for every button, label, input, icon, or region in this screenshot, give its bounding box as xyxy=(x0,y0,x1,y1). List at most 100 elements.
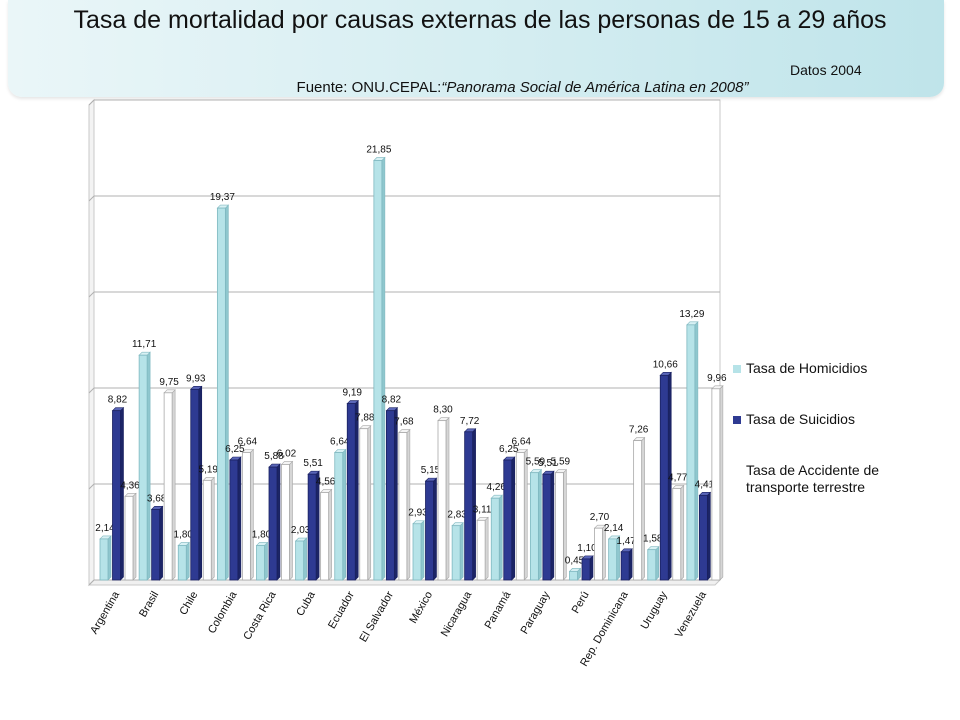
bar-suicidios xyxy=(268,466,278,581)
gridline-side xyxy=(88,483,95,490)
bar-accidentes xyxy=(320,492,330,581)
bar-homicidios xyxy=(373,160,383,581)
legend-label-accidentes: Tasa de Accidente de transporte terrestr… xyxy=(746,462,880,495)
x-tick-label: Perú xyxy=(570,590,592,616)
bar-homicidios xyxy=(138,354,148,581)
data-label-suicidios: 5,15 xyxy=(421,465,441,476)
bar-side-accidentes xyxy=(719,385,724,581)
x-tick-label: Brasil xyxy=(137,590,161,620)
legend-item-suicidios: Tasa de Suicidios xyxy=(732,411,916,428)
data-label-homicidios: 21,85 xyxy=(366,144,391,155)
bar-accidentes xyxy=(672,488,682,581)
legend-item-homicidios: Tasa de Homicidios xyxy=(732,360,916,377)
data-label-suicidios: 7,72 xyxy=(460,416,480,427)
data-label-suicidios: 9,93 xyxy=(186,373,206,384)
data-label-suicidios: 9,19 xyxy=(343,388,363,399)
data-label-suicidios: 6,25 xyxy=(225,444,245,455)
x-tick-label: El Salvador xyxy=(358,589,397,644)
bar-side-accidentes xyxy=(406,428,411,581)
bar-suicidios xyxy=(659,374,669,581)
bar-side-accidentes xyxy=(210,476,215,581)
bar-side-suicidios xyxy=(159,505,163,581)
bar-accidentes xyxy=(633,440,643,581)
legend: Tasa de Homicidios Tasa de Suicidios Tas… xyxy=(732,360,916,530)
x-tick-label: Colombia xyxy=(206,589,240,636)
bar-side-accidentes xyxy=(171,389,176,581)
bar-side-suicidios xyxy=(628,548,633,581)
x-tick-label: Argentina xyxy=(88,589,122,637)
data-year-label: Datos 2004 xyxy=(790,62,862,78)
data-label-accidentes: 7,88 xyxy=(355,413,375,424)
bar-side-homicidios xyxy=(538,468,542,581)
data-label-suicidios: 10,66 xyxy=(653,359,678,370)
data-label-accidentes: 6,64 xyxy=(238,437,258,448)
bar-side-suicidios xyxy=(198,385,203,581)
bar-homicidios xyxy=(295,540,305,581)
bar-side-homicidios xyxy=(185,541,190,581)
gridline-side xyxy=(88,387,95,394)
legend-label-suicidios: Tasa de Suicidios xyxy=(746,411,855,427)
gridline-side xyxy=(88,291,95,298)
bar-side-suicidios xyxy=(237,456,242,581)
data-label-homicidios: 13,29 xyxy=(679,309,704,320)
bar-side-homicidios xyxy=(655,545,660,581)
data-label-homicidios: 6,64 xyxy=(330,437,350,448)
bar-side-suicidios xyxy=(589,555,594,581)
bar-side-homicidios xyxy=(146,351,151,581)
data-label-homicidios: 0,45 xyxy=(565,555,585,566)
bar-homicidios xyxy=(569,570,578,581)
bar-side-suicidios xyxy=(511,456,516,581)
data-label-suicidios: 8,82 xyxy=(108,395,128,406)
bar-side-suicidios xyxy=(276,463,281,581)
data-label-suicidios: 4,41 xyxy=(695,479,715,490)
bar-side-suicidios xyxy=(354,399,359,581)
bar-homicidios xyxy=(529,472,539,581)
data-label-accidentes: 4,77 xyxy=(668,472,688,483)
bar-suicidios xyxy=(620,551,630,581)
data-label-accidentes: 3,11 xyxy=(473,504,492,515)
bar-accidentes xyxy=(124,495,134,581)
legend-swatch-accidentes xyxy=(733,467,741,475)
data-label-accidentes: 4,36 xyxy=(120,480,140,491)
bar-side-suicidios xyxy=(315,470,320,581)
bar-side-accidentes xyxy=(445,416,450,581)
bar-side-suicidios xyxy=(120,406,124,581)
data-label-homicidios: 2,14 xyxy=(95,523,115,534)
bar-suicidios xyxy=(425,480,434,581)
bar-homicidios xyxy=(686,324,696,581)
bar-homicidios xyxy=(99,538,109,581)
bar-homicidios xyxy=(256,545,265,581)
bar-side-homicidios xyxy=(342,448,347,581)
data-label-homicidios: 11,71 xyxy=(132,339,157,350)
bar-side-homicidios xyxy=(498,494,503,581)
bar-side-suicidios xyxy=(394,406,398,581)
data-label-accidentes: 7,68 xyxy=(394,417,414,428)
x-tick-label: México xyxy=(407,590,435,626)
data-label-homicidios: 4,26 xyxy=(487,482,507,493)
bar-suicidios xyxy=(385,410,395,581)
bar-accidentes xyxy=(163,392,173,581)
x-tick-label: Costa Rica xyxy=(241,589,279,642)
bar-side-homicidios xyxy=(303,537,307,581)
chart-title: Tasa de mortalidad por causas externas d… xyxy=(73,6,887,34)
bar-side-accidentes xyxy=(250,448,254,581)
data-label-homicidios: 5,59 xyxy=(526,457,546,468)
bar-suicidios xyxy=(112,410,121,581)
bar-side-homicidios xyxy=(264,541,268,581)
bar-suicidios xyxy=(542,473,552,581)
source-line: Fuente: ONU.CEPAL:“Panorama Social de Am… xyxy=(0,79,960,96)
data-label-homicidios: 19,37 xyxy=(210,192,235,203)
bar-accidentes xyxy=(515,452,525,581)
data-label-accidentes: 6,64 xyxy=(512,437,532,448)
bar-suicidios xyxy=(190,388,200,581)
bar-homicidios xyxy=(451,525,461,581)
bar-homicidios xyxy=(608,538,618,581)
x-tick-label: Nicaragua xyxy=(439,589,475,639)
source-prefix: Fuente: ONU.CEPAL: xyxy=(296,79,442,96)
bar-side-homicidios xyxy=(107,535,112,581)
x-tick-label: Paraguay xyxy=(519,589,553,636)
bar-side-suicidios xyxy=(433,477,437,581)
legend-item-accidentes: Tasa de Accidente de transporte terrestr… xyxy=(732,462,916,496)
bar-side-homicidios xyxy=(694,321,699,581)
bar-accidentes xyxy=(711,388,721,581)
